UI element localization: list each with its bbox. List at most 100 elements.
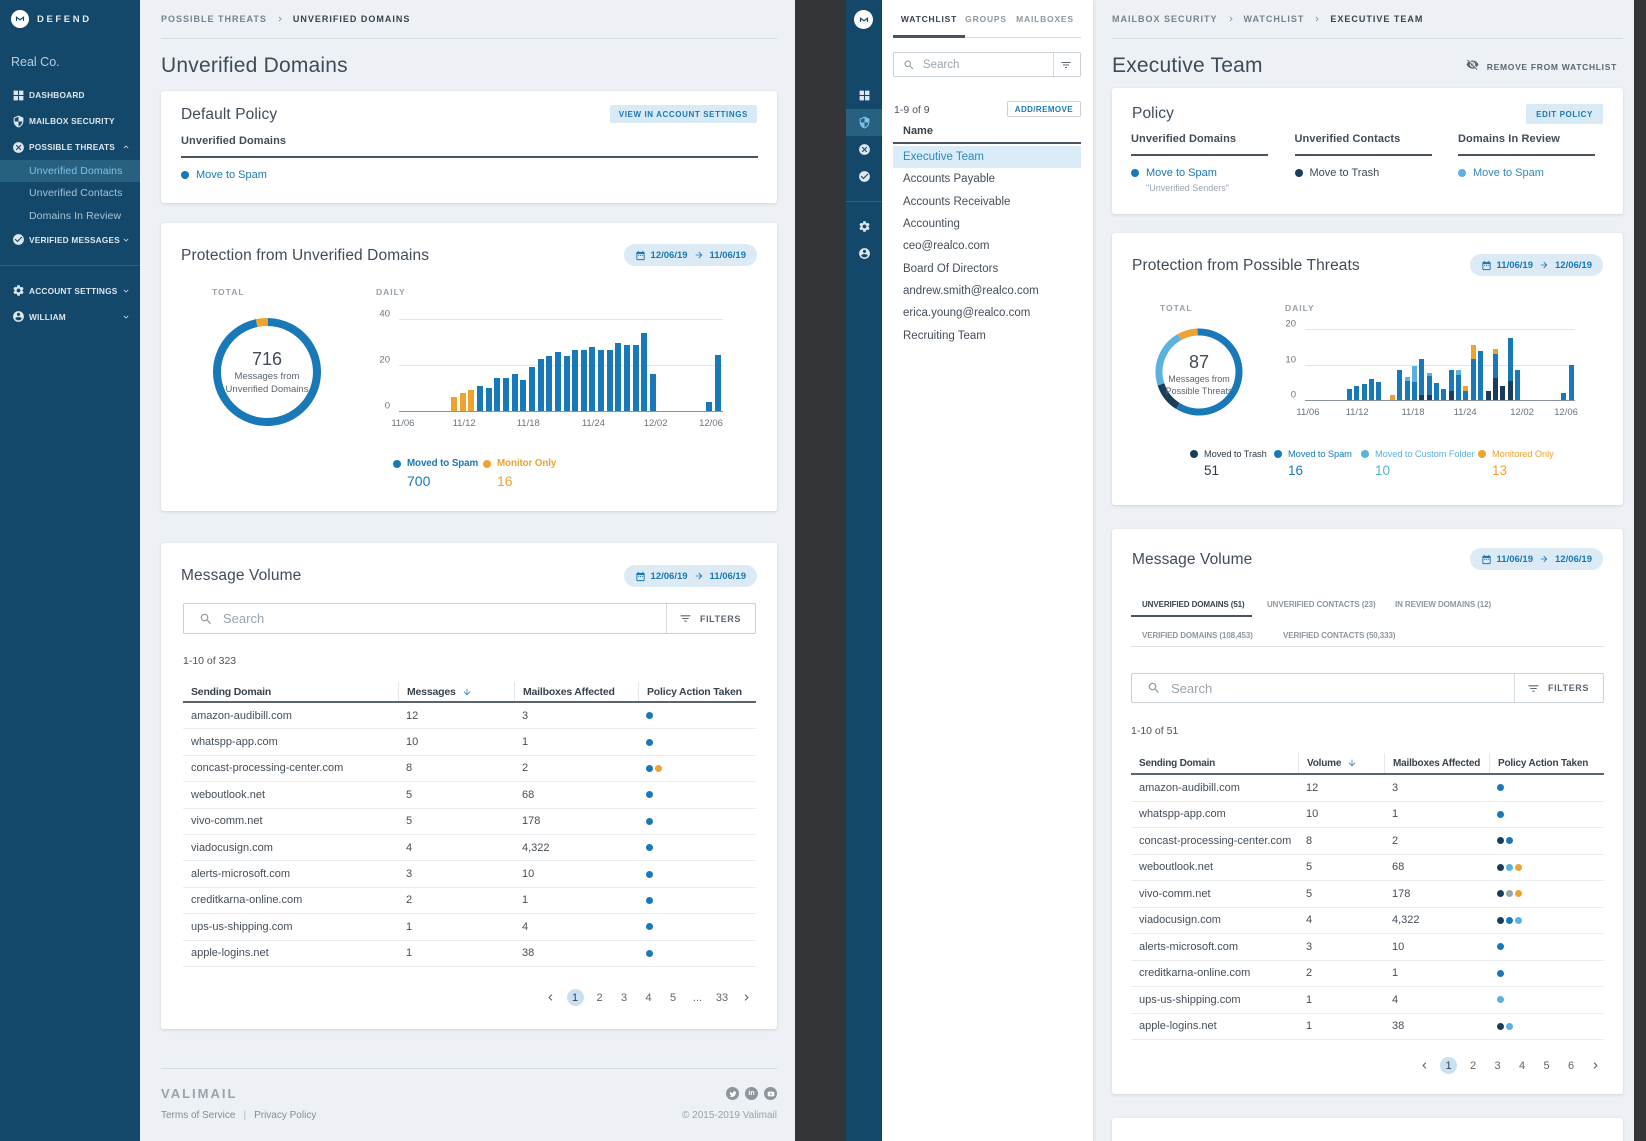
- brand[interactable]: DEFEND: [11, 10, 92, 28]
- volume-tab-2[interactable]: UNVERIFIED CONTACTS (23): [1267, 600, 1376, 609]
- sidebar-item-verified-messages[interactable]: VERIFIED MESSAGES: [0, 227, 140, 253]
- tab-watchlist[interactable]: WATCHLIST: [900, 14, 958, 24]
- edit-policy-button[interactable]: EDIT POLICY: [1526, 104, 1603, 124]
- add-remove-button[interactable]: ADD/REMOVE: [1006, 101, 1081, 117]
- breadcrumb-item[interactable]: EXECUTIVE TEAM: [1330, 14, 1424, 24]
- date-range-picker[interactable]: 11/06/19 12/06/19: [1469, 548, 1603, 570]
- column-header-messages[interactable]: Messages: [398, 682, 514, 701]
- table-row[interactable]: whatspp-app.com 10 1: [1131, 802, 1604, 828]
- valimail-logo-icon[interactable]: [854, 10, 873, 29]
- rail-item-verified[interactable]: [846, 163, 882, 190]
- watchlist-item-erica-young-realco-com[interactable]: erica.young@realco.com: [903, 307, 1031, 320]
- terms-of-service-link[interactable]: Terms of Service: [161, 1110, 236, 1121]
- table-row[interactable]: whatspp-app.com 10 1: [183, 729, 756, 756]
- sidebar-item-mailbox-security[interactable]: MAILBOX SECURITY: [0, 108, 140, 134]
- table-row[interactable]: viadocusign.com 4 4,322: [1131, 908, 1604, 934]
- watchlist-item-recruiting-team[interactable]: Recruiting Team: [903, 329, 986, 342]
- filters-button[interactable]: FILTERS: [667, 612, 755, 625]
- rail-item-dashboard[interactable]: [846, 82, 882, 109]
- table-row[interactable]: apple-logins.net 1 38: [1131, 1014, 1604, 1040]
- table-row[interactable]: alerts-microsoft.com 3 10: [183, 861, 756, 888]
- search-input[interactable]: [923, 58, 1053, 71]
- date-range-picker[interactable]: 12/06/19 11/06/19: [623, 565, 757, 587]
- breadcrumb-item[interactable]: UNVERIFIED DOMAINS: [292, 14, 411, 24]
- column-header-policy-action-taken[interactable]: Policy Action Taken: [1489, 753, 1604, 773]
- table-row[interactable]: viadocusign.com 4 4,322: [183, 835, 756, 862]
- date-range-picker[interactable]: 12/06/19 11/06/19: [623, 244, 757, 266]
- page-2[interactable]: 2: [1469, 1059, 1477, 1072]
- page-6[interactable]: 6: [1567, 1059, 1575, 1072]
- table-row[interactable]: amazon-audibill.com 12 3: [1131, 775, 1604, 802]
- rail-item-threat[interactable]: [846, 136, 882, 163]
- rail-item-gear[interactable]: [846, 213, 882, 240]
- breadcrumb-item[interactable]: POSSIBLE THREATS: [161, 14, 267, 24]
- linkedin-icon[interactable]: in: [745, 1087, 758, 1100]
- breadcrumb-item[interactable]: MAILBOX SECURITY: [1112, 14, 1218, 24]
- table-row[interactable]: vivo-comm.net 5 178: [1131, 881, 1604, 908]
- column-header-sending-domain[interactable]: Sending Domain: [183, 686, 398, 698]
- page-prev-icon[interactable]: [1416, 1057, 1433, 1074]
- watchlist-item-accounting[interactable]: Accounting: [903, 218, 960, 231]
- date-range-picker[interactable]: 11/06/19 12/06/19: [1469, 254, 1603, 276]
- page-5[interactable]: 5: [669, 991, 677, 1004]
- youtube-icon[interactable]: [764, 1087, 777, 1100]
- table-row[interactable]: creditkarna-online.com 2 1: [1131, 961, 1604, 987]
- sidebar-item-william[interactable]: WILLIAM: [0, 304, 140, 330]
- search-input[interactable]: [1171, 680, 1514, 696]
- view-in-account-settings-button[interactable]: VIEW IN ACCOUNT SETTINGS: [609, 105, 757, 123]
- watchlist-item-ceo-realco-com[interactable]: ceo@realco.com: [903, 240, 990, 253]
- search-input[interactable]: [223, 611, 666, 626]
- volume-tab-1[interactable]: UNVERIFIED DOMAINS (51): [1142, 600, 1245, 609]
- tab-groups[interactable]: GROUPS: [965, 14, 1007, 24]
- page-3[interactable]: 3: [620, 991, 628, 1004]
- page-4[interactable]: 4: [645, 991, 652, 1004]
- column-header-sending-domain[interactable]: Sending Domain: [1131, 758, 1298, 769]
- table-row[interactable]: ups-us-shipping.com 1 4: [1131, 987, 1604, 1014]
- page-2[interactable]: 2: [596, 991, 603, 1004]
- column-header-mailboxes-affected[interactable]: Mailboxes Affected: [1384, 753, 1489, 773]
- table-row[interactable]: weboutlook.net 5 68: [183, 782, 756, 809]
- page-5[interactable]: 5: [1543, 1059, 1550, 1072]
- table-row[interactable]: weboutlook.net 5 68: [1131, 855, 1604, 881]
- breadcrumb-item[interactable]: WATCHLIST: [1243, 14, 1305, 24]
- tab-mailboxes[interactable]: MAILBOXES: [1016, 14, 1074, 24]
- filters-button[interactable]: FILTERS: [1515, 682, 1603, 695]
- sidebar-subitem-unverified-contacts[interactable]: Unverified Contacts: [0, 182, 140, 204]
- table-row[interactable]: vivo-comm.net 5 178: [183, 809, 756, 835]
- table-row[interactable]: ups-us-shipping.com 1 4: [183, 914, 756, 941]
- column-header-policy-action-taken[interactable]: Policy Action Taken: [638, 682, 756, 701]
- filter-button[interactable]: [1054, 59, 1080, 71]
- volume-tab-row2-1[interactable]: VERIFIED DOMAINS (108,453): [1142, 631, 1253, 640]
- sidebar-item-account-settings[interactable]: ACCOUNT SETTINGS: [0, 278, 140, 304]
- page-...[interactable]: ...: [692, 991, 703, 1004]
- watchlist-item-board-of-directors[interactable]: Board Of Directors: [903, 262, 999, 275]
- table-row[interactable]: alerts-microsoft.com 3 10: [1131, 934, 1604, 961]
- column-header-volume[interactable]: Volume: [1298, 753, 1384, 773]
- page-1[interactable]: 1: [566, 989, 584, 1006]
- column-header-mailboxes-affected[interactable]: Mailboxes Affected: [514, 682, 638, 701]
- volume-tab-row2-2[interactable]: VERIFIED CONTACTS (50,333): [1283, 631, 1396, 640]
- privacy-policy-link[interactable]: Privacy Policy: [254, 1110, 317, 1121]
- name-column-header[interactable]: Name: [903, 125, 933, 137]
- sidebar-item-dashboard[interactable]: DASHBOARD: [0, 82, 140, 108]
- sidebar-subitem-domains-in-review[interactable]: Domains In Review: [0, 205, 140, 227]
- table-row[interactable]: concast-processing-center.com 8 2: [183, 756, 756, 783]
- page-1[interactable]: 1: [1440, 1057, 1457, 1074]
- rail-item-user[interactable]: [846, 240, 882, 267]
- table-row[interactable]: creditkarna-online.com 2 1: [183, 888, 756, 915]
- page-prev-icon[interactable]: [542, 989, 559, 1006]
- watchlist-item-accounts-receivable[interactable]: Accounts Receivable: [903, 195, 1011, 208]
- twitter-icon[interactable]: [726, 1087, 739, 1100]
- volume-tab-3[interactable]: IN REVIEW DOMAINS (12): [1395, 600, 1492, 609]
- page-3[interactable]: 3: [1494, 1059, 1501, 1072]
- sidebar-item-possible-threats[interactable]: POSSIBLE THREATS: [0, 134, 140, 160]
- remove-from-watchlist-button[interactable]: REMOVE FROM WATCHLIST: [1466, 58, 1617, 76]
- rail-item-shield[interactable]: [846, 109, 882, 136]
- watchlist-item-accounts-payable[interactable]: Accounts Payable: [903, 173, 996, 186]
- watchlist-item-andrew-smith-realco-com[interactable]: andrew.smith@realco.com: [903, 284, 1039, 297]
- table-row[interactable]: apple-logins.net 1 38: [183, 941, 756, 967]
- table-row[interactable]: amazon-audibill.com 12 3: [183, 703, 756, 730]
- watchlist-item-executive-team[interactable]: Executive Team: [893, 146, 1081, 169]
- page-33[interactable]: 33: [715, 991, 729, 1004]
- table-row[interactable]: concast-processing-center.com 8 2: [1131, 828, 1604, 855]
